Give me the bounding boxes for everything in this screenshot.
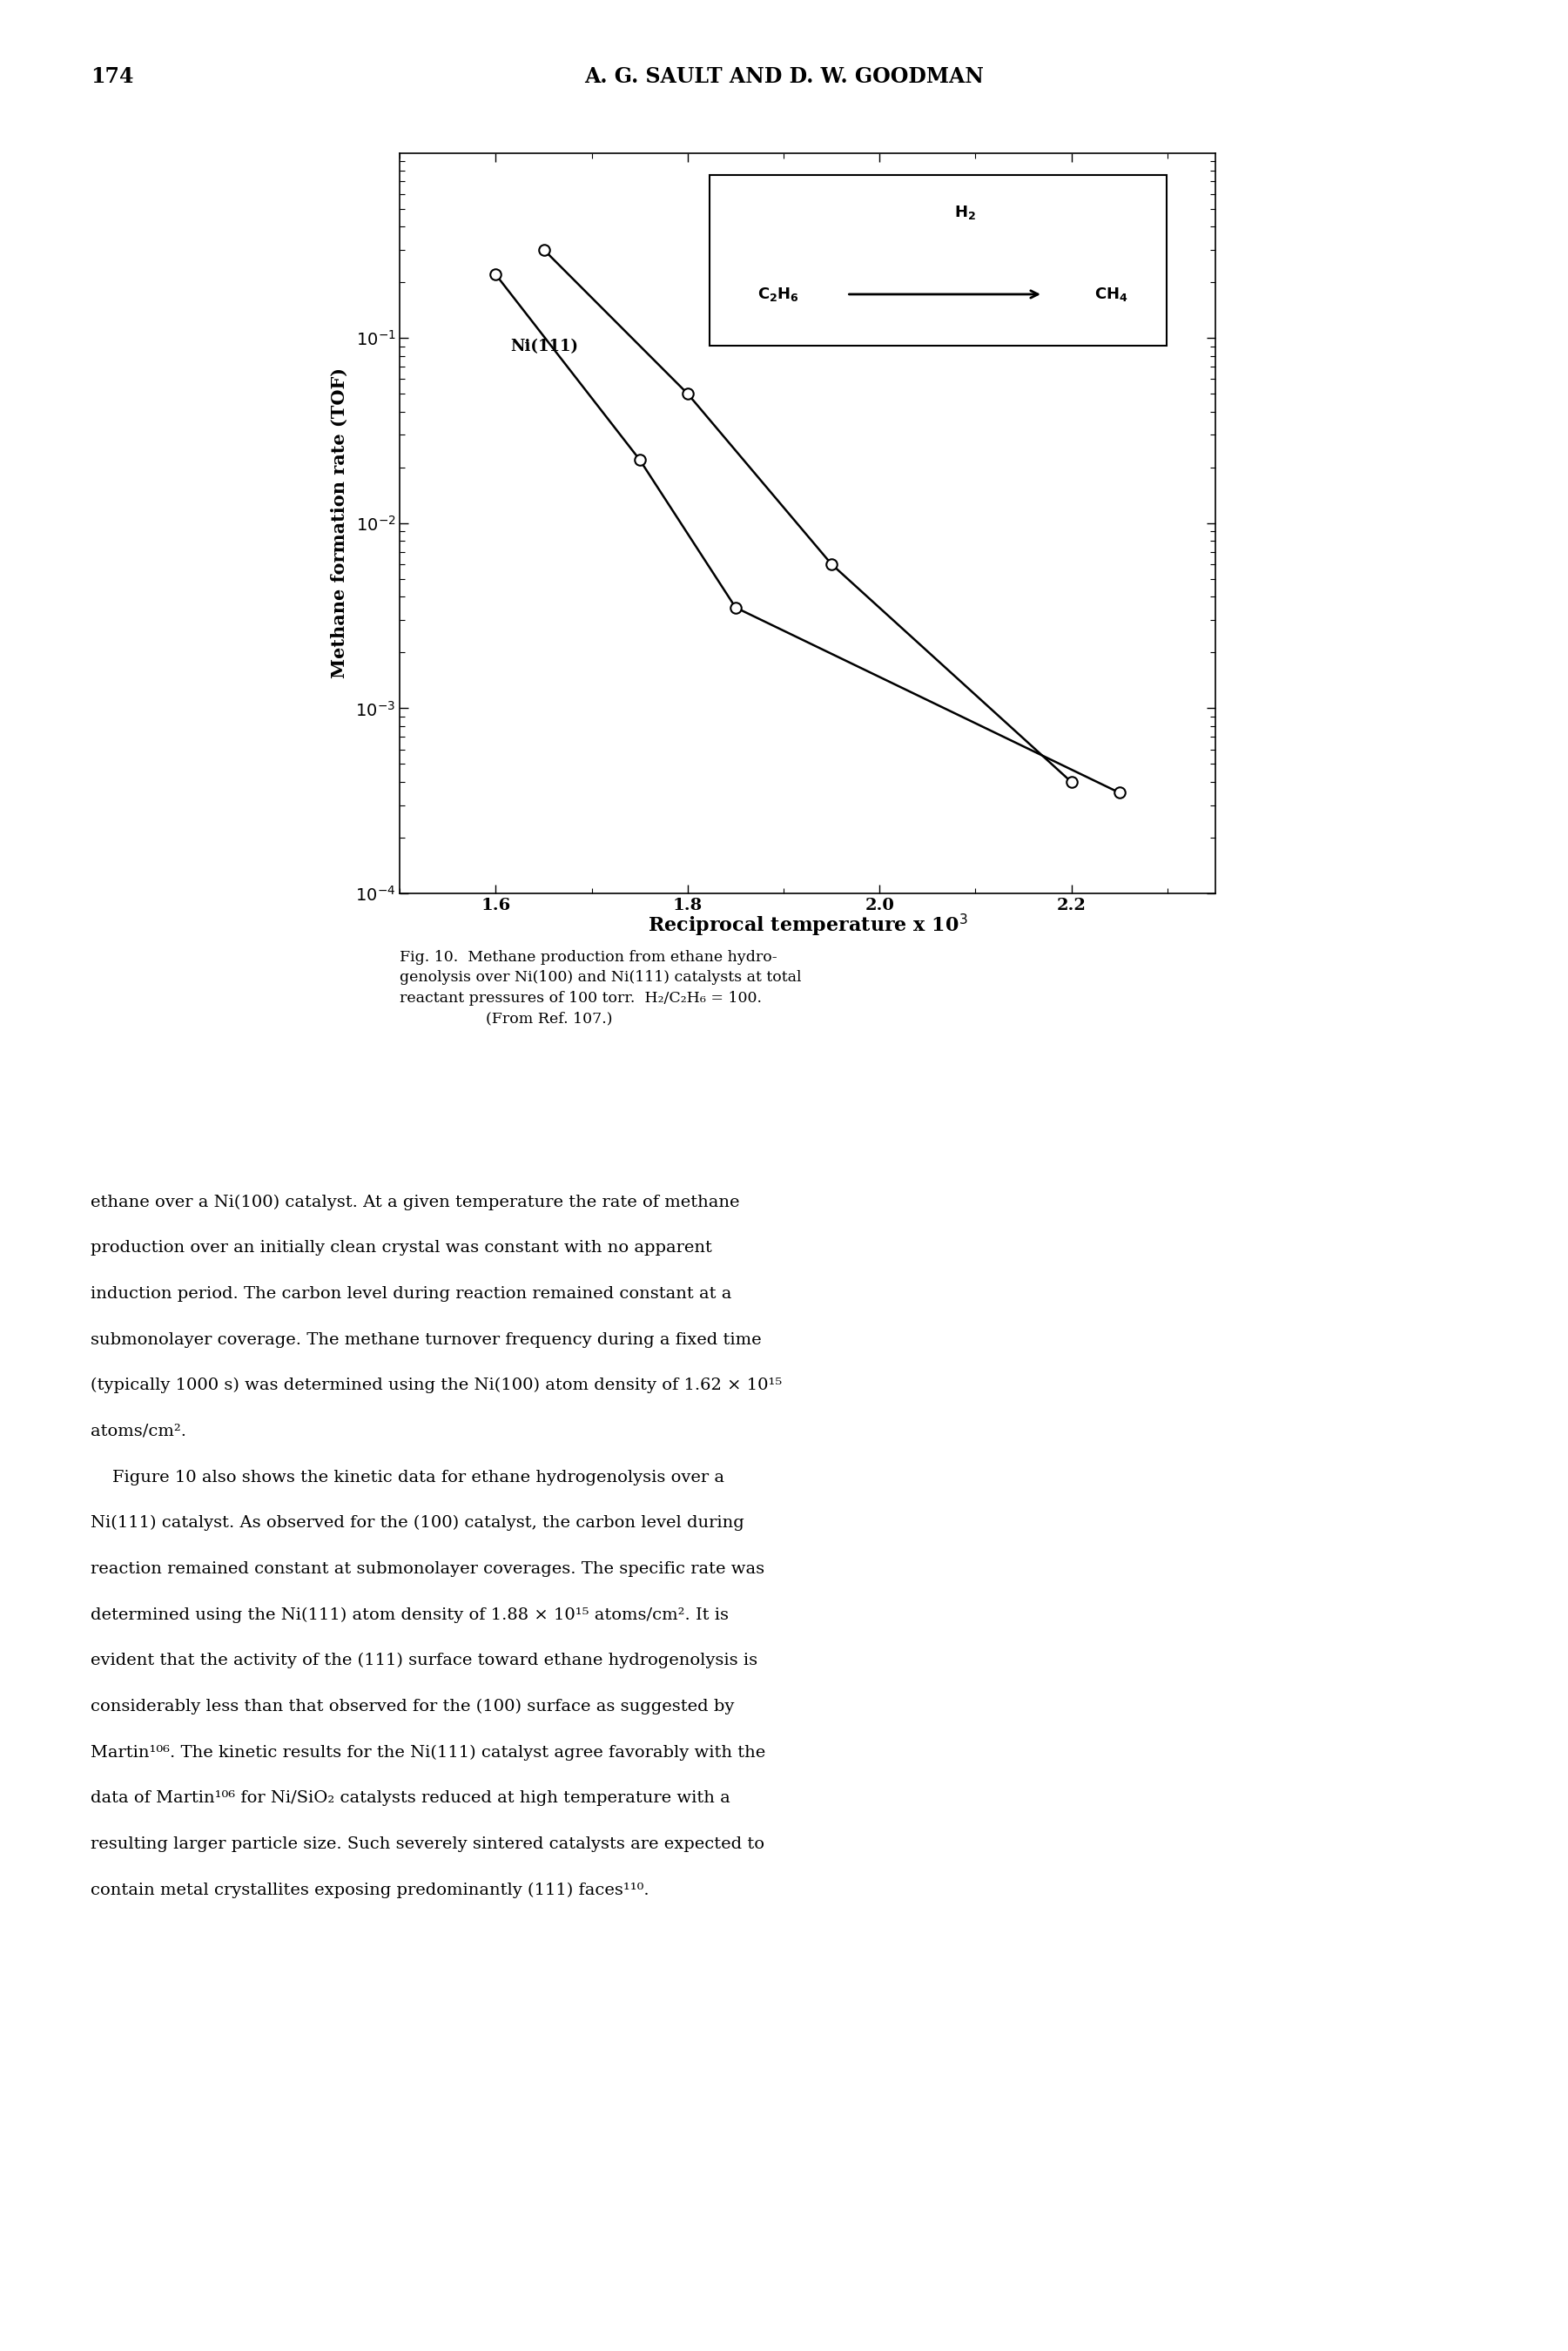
Text: (typically 1000 s) was determined using the Ni(100) atom density of 1.62 × 10¹⁵: (typically 1000 s) was determined using … <box>91 1378 782 1394</box>
Text: submonolayer coverage. The methane turnover frequency during a fixed time: submonolayer coverage. The methane turno… <box>91 1331 762 1347</box>
Text: induction period. The carbon level during reaction remained constant at a: induction period. The carbon level durin… <box>91 1286 732 1302</box>
Text: determined using the Ni(111) atom density of 1.88 × 10¹⁵ atoms/cm². It is: determined using the Ni(111) atom densit… <box>91 1608 729 1622</box>
Text: 174: 174 <box>91 66 133 87</box>
Text: Fig. 10.  Methane production from ethane hydro-
genolysis over Ni(100) and Ni(11: Fig. 10. Methane production from ethane … <box>400 950 801 1025</box>
Text: $\mathbf{CH_4}$: $\mathbf{CH_4}$ <box>1094 284 1129 303</box>
Text: A. G. SAULT AND D. W. GOODMAN: A. G. SAULT AND D. W. GOODMAN <box>585 66 983 87</box>
Y-axis label: Methane formation rate (TOF): Methane formation rate (TOF) <box>331 367 348 679</box>
Text: atoms/cm².: atoms/cm². <box>91 1425 187 1439</box>
Text: evident that the activity of the (111) surface toward ethane hydrogenolysis is: evident that the activity of the (111) s… <box>91 1653 757 1669</box>
Text: resulting larger particle size. Such severely sintered catalysts are expected to: resulting larger particle size. Such sev… <box>91 1836 765 1853</box>
Text: $\mathbf{C_2H_6}$: $\mathbf{C_2H_6}$ <box>757 284 800 303</box>
Text: data of Martin¹⁰⁶ for Ni/SiO₂ catalysts reduced at high temperature with a: data of Martin¹⁰⁶ for Ni/SiO₂ catalysts … <box>91 1791 731 1806</box>
Text: $\mathbf{H_2}$: $\mathbf{H_2}$ <box>955 205 977 221</box>
Text: Ni(111) catalyst. As observed for the (100) catalyst, the carbon level during: Ni(111) catalyst. As observed for the (1… <box>91 1516 745 1531</box>
Text: Martin¹⁰⁶. The kinetic results for the Ni(111) catalyst agree favorably with the: Martin¹⁰⁶. The kinetic results for the N… <box>91 1744 765 1761</box>
Text: production over an initially clean crystal was constant with no apparent: production over an initially clean cryst… <box>91 1241 712 1255</box>
Text: contain metal crystallites exposing predominantly (111) faces¹¹⁰.: contain metal crystallites exposing pred… <box>91 1881 649 1897</box>
Text: Reciprocal temperature x 10$^3$: Reciprocal temperature x 10$^3$ <box>648 912 967 938</box>
Text: ethane over a Ni(100) catalyst. At a given temperature the rate of methane: ethane over a Ni(100) catalyst. At a giv… <box>91 1194 740 1211</box>
Text: Figure 10 also shows the kinetic data for ethane hydrogenolysis over a: Figure 10 also shows the kinetic data fo… <box>91 1469 724 1486</box>
Text: reaction remained constant at submonolayer coverages. The specific rate was: reaction remained constant at submonolay… <box>91 1561 765 1578</box>
Text: Ni(100): Ni(100) <box>754 308 823 324</box>
Text: Ni(111): Ni(111) <box>510 339 579 355</box>
FancyBboxPatch shape <box>710 174 1167 346</box>
Text: considerably less than that observed for the (100) surface as suggested by: considerably less than that observed for… <box>91 1697 735 1714</box>
